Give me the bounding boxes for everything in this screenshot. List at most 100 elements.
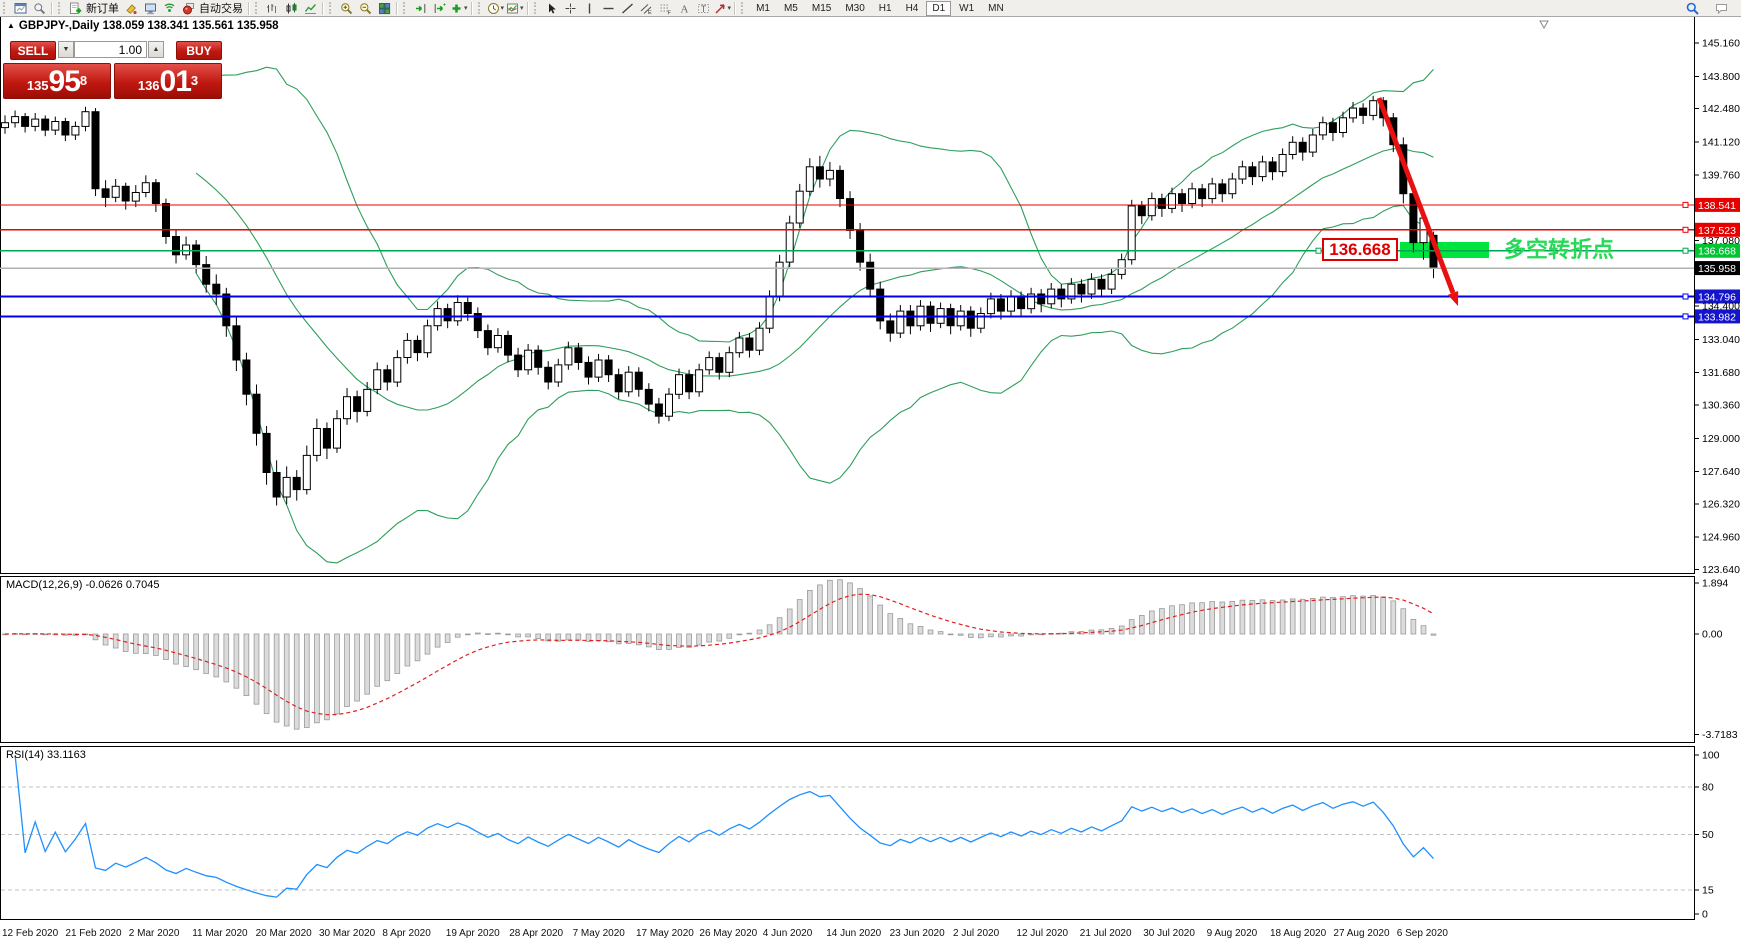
candlestick bbox=[1127, 205, 1136, 261]
chevron-down-icon[interactable]: ▾ bbox=[500, 5, 505, 12]
macd-histogram-bar bbox=[927, 629, 934, 635]
toolbar-grip[interactable] bbox=[533, 2, 540, 14]
toolbar-chat-button[interactable] bbox=[1712, 1, 1731, 16]
candlestick bbox=[564, 347, 573, 366]
toolbar-grip[interactable] bbox=[255, 2, 261, 14]
toolbar-vertical-line-button[interactable] bbox=[580, 1, 599, 16]
candlestick bbox=[846, 198, 854, 231]
collapse-icon[interactable]: ▲ bbox=[7, 21, 15, 30]
macd-histogram-bar bbox=[968, 633, 974, 638]
line-chart-icon bbox=[304, 3, 317, 14]
toolbar-auto-trading-button-label[interactable]: 自动交易 bbox=[199, 3, 243, 15]
toolbar-grip[interactable] bbox=[403, 2, 409, 14]
toolbar-tile-windows-button[interactable] bbox=[375, 1, 394, 16]
toolbar-grip[interactable] bbox=[329, 2, 335, 14]
macd-histogram-bar bbox=[676, 633, 682, 648]
toolbar-auto-trading-button[interactable] bbox=[179, 1, 198, 16]
line-handle[interactable] bbox=[1315, 247, 1322, 254]
timeframe-button-W1[interactable]: W1 bbox=[959, 2, 975, 14]
new-order-icon bbox=[70, 2, 82, 14]
volume-increase-button[interactable]: ▲ bbox=[148, 41, 164, 58]
toolbar-text-label-button[interactable]: T bbox=[694, 1, 713, 16]
toolbar-line-chart-button[interactable] bbox=[301, 1, 320, 16]
toolbar-new-chart-button[interactable] bbox=[11, 1, 30, 16]
toolbar-cursor-button[interactable] bbox=[542, 1, 561, 16]
toolbar-zoom-out-button[interactable] bbox=[356, 1, 375, 16]
bollinger-lower-band bbox=[195, 204, 1434, 564]
toolbar-chart-profiles-button[interactable] bbox=[30, 1, 49, 16]
buy-button[interactable]: BUY bbox=[176, 41, 222, 60]
line-handle[interactable] bbox=[1682, 293, 1689, 300]
toolbar-bar-chart-button[interactable] bbox=[263, 1, 282, 16]
chevron-down-icon[interactable]: ▾ bbox=[464, 5, 468, 12]
toolbar-grip[interactable] bbox=[477, 2, 484, 14]
timeframe-button-H4[interactable]: H4 bbox=[905, 2, 919, 14]
line-handle[interactable] bbox=[1682, 226, 1689, 233]
trend-arrow[interactable] bbox=[1376, 97, 1456, 294]
new-chart-icon bbox=[14, 2, 27, 13]
price-axis-label: 124.960 bbox=[1702, 532, 1740, 544]
macd-histogram-bar bbox=[142, 633, 149, 655]
toolbar-new-order-button-label[interactable]: 新订单 bbox=[86, 3, 119, 15]
macd-histogram-bar bbox=[434, 633, 441, 648]
main-chart-pane[interactable] bbox=[0, 16, 1695, 574]
toolbar-auto-scroll-button[interactable] bbox=[411, 1, 430, 16]
timeframe-button-M30[interactable]: M30 bbox=[845, 2, 865, 14]
toolbar-chart-shift-button[interactable] bbox=[430, 1, 449, 16]
toolbar-horizontal-line-button[interactable] bbox=[599, 1, 618, 16]
buy-price-display[interactable]: 136 01 3 bbox=[114, 63, 222, 99]
sell-price-display[interactable]: 135 95 8 bbox=[3, 63, 111, 99]
toolbar-fibonacci-button[interactable]: F bbox=[656, 1, 675, 16]
annotation-text[interactable]: 多空转折点 bbox=[1504, 237, 1615, 262]
buy-price-pip: 3 bbox=[190, 73, 199, 88]
auto-trading-icon bbox=[183, 2, 194, 14]
macd-histogram-bar bbox=[102, 633, 109, 646]
candlestick bbox=[302, 454, 311, 491]
toolbar-search-button[interactable] bbox=[1683, 1, 1702, 16]
chart-shift-marker-icon[interactable] bbox=[1539, 20, 1549, 30]
toolbar-grip[interactable] bbox=[3, 2, 9, 14]
line-handle[interactable] bbox=[1682, 201, 1689, 208]
timeframe-button-H1[interactable]: H1 bbox=[878, 2, 892, 14]
toolbar-text-button[interactable]: A bbox=[675, 1, 694, 16]
candlestick bbox=[61, 121, 70, 136]
candlestick bbox=[735, 337, 744, 354]
timeframe-button-D1[interactable]: D1 bbox=[926, 0, 952, 16]
macd-histogram-bar bbox=[173, 633, 179, 665]
toolbar-grip[interactable] bbox=[741, 2, 747, 14]
macd-histogram-bar bbox=[454, 633, 461, 638]
toolbar-crosshair-button[interactable] bbox=[561, 1, 580, 16]
candlestick bbox=[695, 369, 704, 393]
timeframe-button-MN[interactable]: MN bbox=[988, 2, 1004, 14]
line-handle[interactable] bbox=[1682, 247, 1689, 254]
volume-input[interactable] bbox=[74, 41, 147, 58]
toolbar-styler-button[interactable] bbox=[122, 1, 141, 16]
toolbar-signals-button[interactable] bbox=[160, 1, 179, 16]
toolbar-trendline-button[interactable] bbox=[618, 1, 637, 16]
toolbar-indicator-list-button[interactable]: ▾ bbox=[505, 1, 525, 16]
rsi-pane[interactable] bbox=[0, 746, 1695, 920]
line-handle[interactable] bbox=[1682, 313, 1689, 320]
toolbar-add-indicator-button[interactable]: ▾ bbox=[449, 1, 469, 16]
toolbar-grip[interactable] bbox=[58, 2, 64, 14]
timeframe-button-M15[interactable]: M15 bbox=[811, 2, 832, 14]
chevron-down-icon[interactable]: ▾ bbox=[520, 5, 524, 12]
rsi-axis-label: 50 bbox=[1702, 829, 1714, 841]
sell-button[interactable]: SELL bbox=[10, 41, 56, 60]
toolbar-arrows-button[interactable]: ▾ bbox=[713, 1, 733, 16]
macd-histogram-bar bbox=[575, 633, 582, 641]
toolbar-new-order-button[interactable] bbox=[66, 1, 85, 16]
toolbar-period-clock-button[interactable]: ▾ bbox=[486, 1, 506, 16]
macd-histogram-bar bbox=[786, 608, 793, 635]
volume-decrease-button[interactable]: ▼ bbox=[58, 41, 74, 58]
toolbar: 新订单 自动交易 ▾ ▾ ▾ E F A T ▾ M1 M5 M15 M30 H1 H4 D1 W1 MN bbox=[0, 0, 1741, 17]
timeframe-button-M1[interactable]: M1 bbox=[756, 2, 770, 14]
price-callout-label[interactable]: 136.668 bbox=[1322, 238, 1398, 261]
toolbar-candle-chart-button[interactable] bbox=[282, 1, 301, 16]
chevron-down-icon[interactable]: ▾ bbox=[727, 5, 732, 12]
timeframe-button-M5[interactable]: M5 bbox=[783, 2, 798, 14]
toolbar-terminal-button[interactable] bbox=[141, 1, 160, 16]
toolbar-zoom-in-button[interactable] bbox=[337, 1, 356, 16]
toolbar-equidistant-channel-button[interactable]: E bbox=[637, 1, 656, 16]
